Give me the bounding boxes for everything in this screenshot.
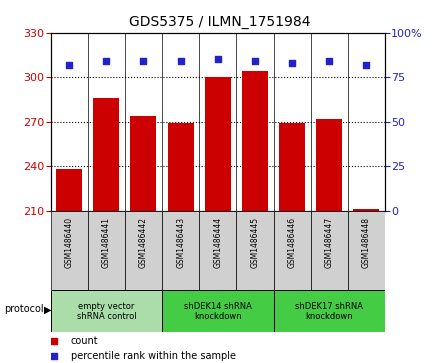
Point (289, 60, 296, 66)
Text: GDS5375 / ILMN_1751984: GDS5375 / ILMN_1751984 (129, 15, 311, 29)
Point (140, 58, 147, 64)
Point (66, 62, 73, 68)
Bar (168, 123, 194, 363)
Bar (162, 211, 199, 290)
Bar (125, 211, 162, 290)
Point (51, 338, 58, 344)
Bar (93, 98, 119, 363)
Bar (274, 211, 311, 290)
Text: shDEK17 shRNA
knockdown: shDEK17 shRNA knockdown (295, 302, 363, 321)
Text: protocol: protocol (4, 305, 44, 314)
Text: GSM1486444: GSM1486444 (213, 217, 222, 268)
Bar (199, 211, 236, 290)
Bar (274, 290, 385, 332)
Text: GSM1486448: GSM1486448 (362, 217, 371, 268)
Text: ▶: ▶ (44, 305, 51, 314)
Bar (51, 290, 162, 332)
Point (214, 56, 221, 62)
Text: empty vector
shRNA control: empty vector shRNA control (77, 302, 136, 321)
Text: GSM1486447: GSM1486447 (325, 217, 334, 268)
Point (363, 62, 370, 68)
Text: GSM1486445: GSM1486445 (250, 217, 260, 268)
Bar (279, 123, 305, 363)
Bar (316, 119, 342, 363)
Text: shDEK14 shRNA
knockdown: shDEK14 shRNA knockdown (184, 302, 252, 321)
Point (103, 58, 110, 64)
Bar (88, 211, 125, 290)
Bar (311, 211, 348, 290)
Bar (205, 77, 231, 363)
Point (177, 58, 184, 64)
Point (326, 58, 333, 64)
Text: GSM1486443: GSM1486443 (176, 217, 185, 268)
Bar (242, 71, 268, 363)
Text: GSM1486442: GSM1486442 (139, 217, 148, 268)
Bar (353, 209, 379, 363)
Text: count: count (71, 336, 98, 346)
Text: GSM1486446: GSM1486446 (288, 217, 297, 268)
Point (51, 353, 58, 359)
Text: percentile rank within the sample: percentile rank within the sample (71, 351, 236, 361)
Bar (162, 290, 274, 332)
Text: GSM1486440: GSM1486440 (65, 217, 73, 268)
Bar (51, 211, 88, 290)
Bar (131, 116, 157, 363)
Bar (236, 211, 274, 290)
Bar (348, 211, 385, 290)
Text: GSM1486441: GSM1486441 (102, 217, 111, 268)
Bar (56, 169, 82, 363)
Point (251, 58, 258, 64)
